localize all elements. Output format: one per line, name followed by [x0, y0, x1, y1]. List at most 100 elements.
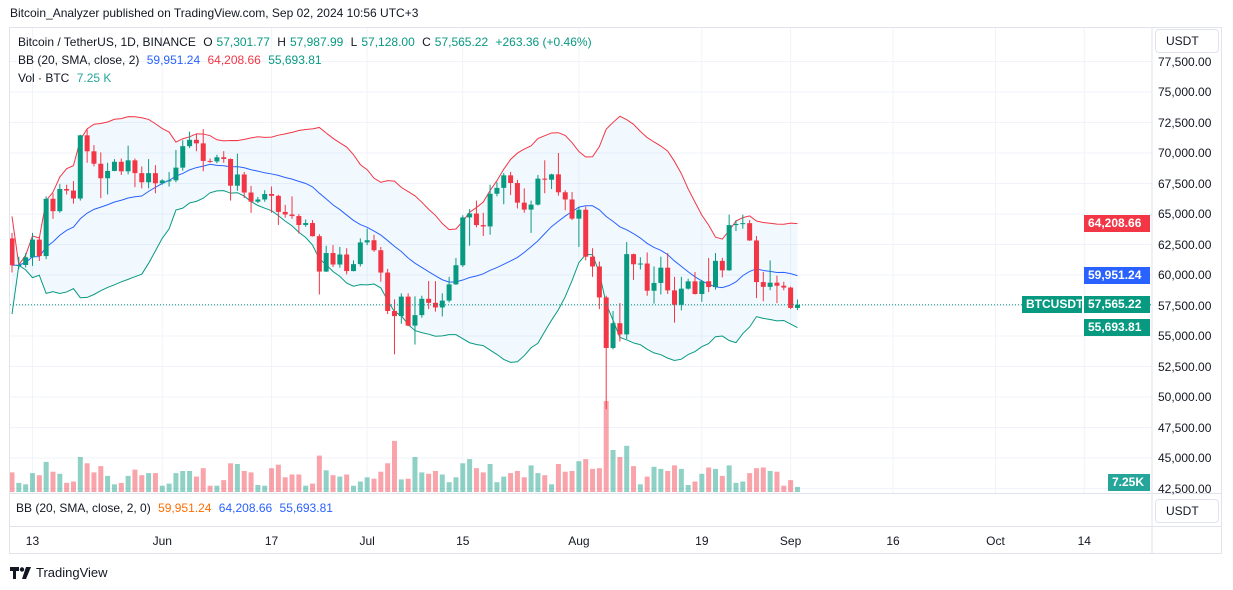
candle-body [405, 296, 411, 326]
currency-button[interactable]: USDT [1155, 29, 1219, 53]
candle-body [337, 254, 343, 265]
candle-body [364, 240, 370, 243]
candle-body [590, 256, 596, 267]
volume-bar [193, 476, 199, 492]
candle-body [50, 198, 56, 212]
candle-body [412, 315, 418, 326]
price-tick: 60,000.00 [1158, 268, 1212, 282]
volume-bar [672, 465, 678, 492]
candle-body [16, 264, 22, 266]
volume-bar [603, 401, 609, 492]
bb-lower-value: 55,693.81 [268, 53, 322, 67]
candle-body [173, 167, 179, 181]
volume-legend[interactable]: Vol · BTC 7.25 K [18, 71, 115, 85]
volume-bar [514, 471, 520, 492]
bb-legend[interactable]: BB (20, SMA, close, 2) 59,951.24 64,208.… [18, 53, 326, 67]
volume-bar [473, 468, 479, 492]
volume-bar [91, 472, 97, 492]
volume-bar [269, 468, 275, 492]
candle-body [398, 296, 404, 317]
price-tick: 70,000.00 [1158, 146, 1212, 160]
volume-bar [357, 481, 363, 492]
time-tick: 17 [264, 534, 279, 548]
volume-bar [494, 482, 500, 492]
candle-body [23, 257, 29, 265]
lower-pane-legend[interactable]: BB (20, SMA, close, 2, 0) 59,951.24 64,2… [16, 501, 337, 515]
volume-bar [542, 475, 548, 492]
volume-bar [760, 467, 766, 492]
volume-bar [521, 477, 527, 492]
candle-body [159, 180, 165, 184]
volume-bar [152, 473, 158, 492]
volume-bar [685, 485, 691, 492]
tradingview-logo[interactable]: TradingView [10, 565, 108, 580]
volume-bar [16, 482, 22, 492]
volume-bar [146, 473, 152, 492]
candle-body [391, 310, 397, 317]
volume-bar [467, 459, 473, 492]
volume-bar [706, 467, 712, 492]
candle-body [542, 178, 548, 180]
volume-bar [228, 463, 234, 492]
price-tick: 77,500.00 [1158, 54, 1212, 69]
volume-bar [111, 484, 117, 492]
volume-bar [610, 450, 616, 492]
volume-bars [10, 401, 800, 492]
candle-body [241, 174, 247, 193]
volume-value: 7.25 K [76, 71, 112, 85]
candle-body [562, 192, 568, 200]
candle-body [555, 174, 561, 193]
published-caption: Bitcoin_Analyzer published on TradingVie… [10, 6, 419, 20]
volume-bar [241, 471, 247, 492]
low-value: 57,128.00 [361, 35, 415, 49]
volume-bar [310, 483, 316, 492]
candle-body [439, 300, 445, 308]
candle-body [200, 143, 206, 161]
volume-bar [316, 455, 322, 492]
candle-body [610, 323, 616, 348]
volume-bar [590, 468, 596, 492]
candle-body [269, 193, 275, 196]
volume-bar [187, 471, 193, 492]
time-tick: 15 [456, 534, 470, 548]
volume-bar [412, 457, 418, 492]
candle-body [699, 281, 705, 295]
candle-body [712, 260, 718, 288]
candle-body [323, 253, 329, 272]
symbol-name: Bitcoin / TetherUS, 1D, BINANCE [18, 35, 196, 49]
price-tick: 50,000.00 [1158, 390, 1212, 404]
candle-body [228, 158, 234, 186]
candle-body [569, 199, 575, 219]
bollinger-bands [11, 115, 798, 363]
volume-bar [665, 471, 671, 492]
volume-bar [57, 473, 63, 492]
candle-body [146, 173, 152, 183]
candle-body [139, 173, 145, 183]
symbol-legend[interactable]: Bitcoin / TetherUS, 1D, BINANCE O 57,301.… [18, 35, 592, 49]
lower-bb-basis: 59,951.24 [158, 501, 212, 515]
volume-bar [405, 478, 411, 492]
lower-currency-button[interactable]: USDT [1155, 499, 1219, 523]
candle-body [419, 298, 425, 316]
volume-bar [637, 484, 643, 492]
volume-bar [173, 473, 179, 492]
candle-body [125, 160, 131, 172]
volume-bar [658, 468, 664, 492]
symbol-tag: BTCUSDT [1022, 296, 1083, 314]
candle-body [111, 161, 117, 171]
candle-body [152, 173, 158, 184]
volume-bar [480, 472, 486, 492]
volume-bar [699, 473, 705, 492]
volume-bar [351, 485, 356, 492]
candle-body [357, 242, 363, 265]
candle-body [187, 139, 193, 147]
volume-bar [596, 468, 602, 492]
candle-body [193, 139, 199, 144]
volume-bar [289, 474, 295, 492]
volume-bar [719, 475, 725, 492]
volume-bar [446, 482, 452, 492]
candle-body [781, 285, 787, 288]
volume-bar [296, 474, 302, 492]
candle-body [132, 160, 138, 174]
